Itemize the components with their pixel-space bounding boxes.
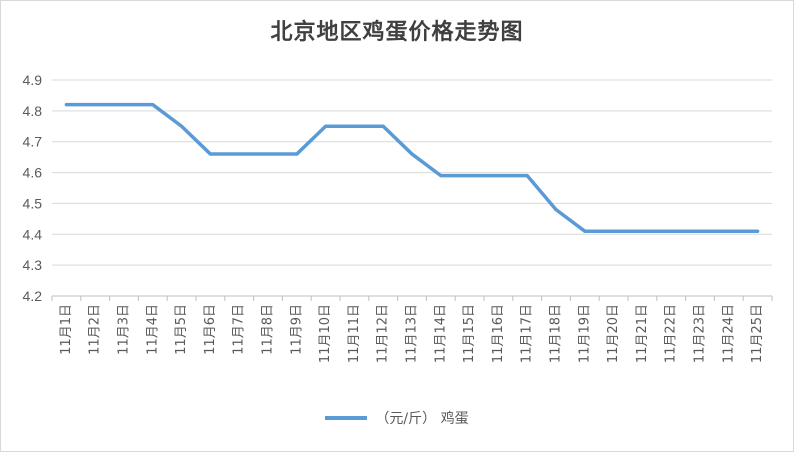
- x-tick-label: 11月3日: [117, 304, 132, 355]
- legend-label: （元/斤） 鸡蛋: [375, 411, 469, 427]
- y-tick-label: 4.7: [23, 134, 43, 150]
- x-tick-label: 11月20日: [606, 304, 621, 363]
- x-tick-label: 11月9日: [289, 304, 304, 355]
- x-tick-label: 11月2日: [88, 304, 103, 355]
- x-tick-label: 11月18日: [549, 304, 564, 363]
- y-tick-label: 4.6: [23, 165, 43, 181]
- x-tick-label: 11月15日: [462, 304, 477, 363]
- x-tick-label: 11月4日: [145, 304, 160, 355]
- chart-title: 北京地区鸡蛋价格走势图: [270, 20, 524, 45]
- x-tick-label: 11月23日: [693, 304, 708, 363]
- x-tick-label: 11月16日: [491, 304, 506, 363]
- legend-swatch: [325, 416, 368, 420]
- series-line: [64, 102, 760, 233]
- x-tick-label: 11月6日: [203, 304, 218, 355]
- x-tick-label: 11月13日: [405, 304, 420, 363]
- x-tick-label: 11月25日: [750, 304, 765, 363]
- x-tick-label: 11月7日: [232, 304, 247, 355]
- x-tick-label: 11月19日: [577, 304, 592, 363]
- x-tick-label: 11月14日: [433, 304, 448, 363]
- x-tick-label: 11月1日: [59, 304, 74, 355]
- y-tick-label: 4.3: [23, 257, 43, 273]
- y-tick-label: 4.8: [23, 103, 43, 119]
- y-tick-label: 4.9: [23, 72, 43, 88]
- x-tick-label: 11月12日: [376, 304, 391, 363]
- y-tick-label: 4.2: [23, 288, 43, 304]
- legend: （元/斤） 鸡蛋: [0, 408, 794, 428]
- x-tick-label: 11月17日: [520, 304, 535, 363]
- x-tick-label: 11月8日: [261, 304, 276, 355]
- x-tick-label: 11月22日: [664, 304, 679, 363]
- x-tick-label: 11月10日: [318, 304, 333, 363]
- x-tick-label: 11月11日: [347, 304, 362, 363]
- y-tick-label: 4.5: [23, 195, 43, 211]
- x-tick-label: 11月24日: [721, 304, 736, 363]
- x-tick-label: 11月5日: [174, 304, 189, 355]
- y-tick-label: 4.4: [23, 226, 43, 242]
- x-tick-label: 11月21日: [635, 304, 650, 363]
